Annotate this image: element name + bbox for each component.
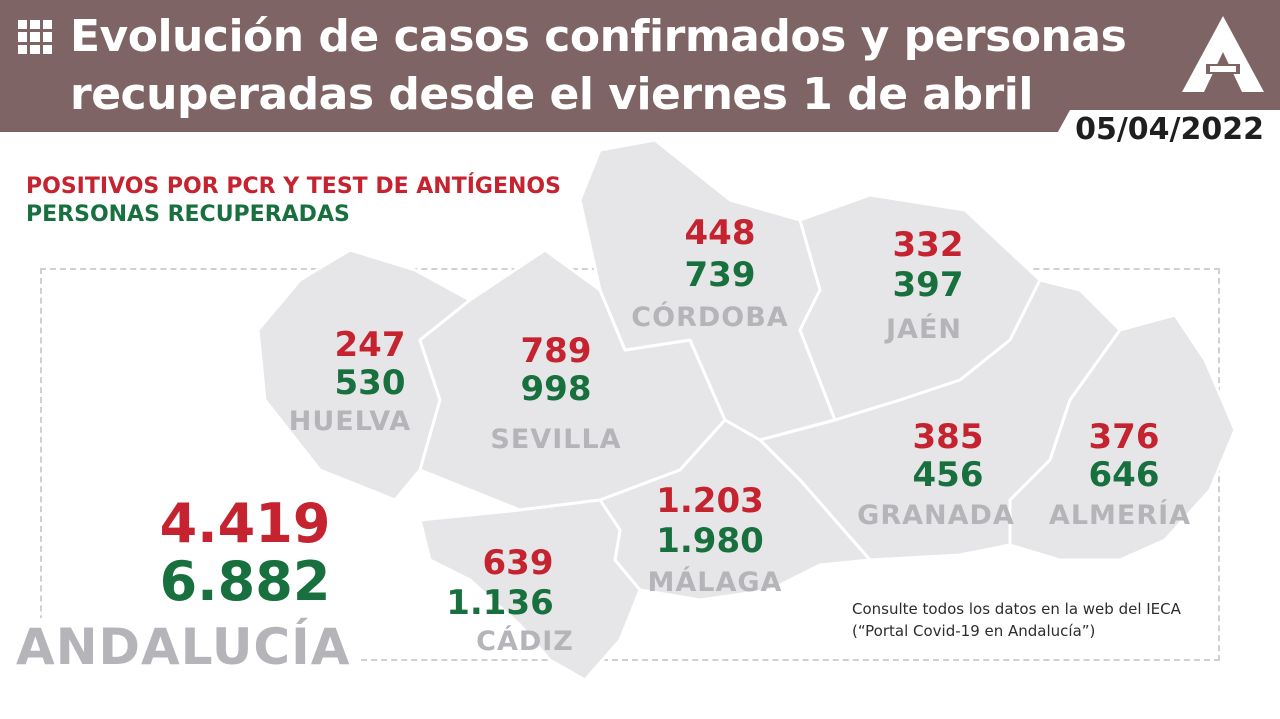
huelva-label: HUELVA bbox=[288, 406, 412, 437]
legend-positives: POSITIVOS POR PCR Y TEST DE ANTÍGENOS bbox=[26, 174, 561, 199]
sevilla-recovered: 998 bbox=[520, 369, 592, 409]
huelva-recovered: 530 bbox=[334, 363, 406, 403]
total-positives: 4.419 bbox=[159, 492, 331, 555]
jaen-label: JAÉN bbox=[886, 314, 962, 345]
jaen-recovered: 397 bbox=[892, 265, 964, 305]
legend-recovered: PERSONAS RECUPERADAS bbox=[26, 202, 350, 227]
almeria-label: ALMERÍA bbox=[1048, 500, 1192, 531]
junta-andalucia-logo-icon bbox=[1182, 16, 1264, 92]
malaga-label: MÁLAGA bbox=[647, 567, 783, 598]
malaga-positives: 1.203 bbox=[656, 481, 764, 521]
malaga-recovered: 1.980 bbox=[656, 521, 764, 561]
granada-label: GRANADA bbox=[857, 500, 1015, 531]
page-title: Evolución de casos confirmados y persona… bbox=[70, 11, 1127, 120]
granada-recovered: 456 bbox=[912, 455, 984, 495]
cadiz-label: CÁDIZ bbox=[476, 626, 574, 657]
total-recovered: 6.882 bbox=[159, 550, 331, 613]
sevilla-positives: 789 bbox=[520, 331, 592, 371]
sevilla-label: SEVILLA bbox=[490, 424, 622, 455]
report-date: 05/04/2022 bbox=[1075, 112, 1264, 147]
cadiz-recovered: 1.136 bbox=[446, 583, 554, 623]
total-label: ANDALUCÍA bbox=[16, 618, 359, 676]
huelva-positives: 247 bbox=[334, 325, 406, 365]
cordoba-recovered: 739 bbox=[684, 255, 756, 295]
jaen-positives: 332 bbox=[892, 225, 964, 265]
ieca-note: Consulte todos los datos en la web del I… bbox=[852, 598, 1212, 642]
grid-icon bbox=[18, 20, 52, 54]
province-cadiz bbox=[418, 498, 642, 682]
almeria-recovered: 646 bbox=[1088, 455, 1160, 495]
cordoba-label: CÓRDOBA bbox=[631, 302, 789, 333]
header-banner bbox=[0, 0, 1280, 132]
cordoba-positives: 448 bbox=[684, 213, 756, 253]
date-tab bbox=[1048, 110, 1280, 150]
granada-positives: 385 bbox=[912, 417, 984, 457]
cadiz-positives: 639 bbox=[482, 543, 554, 583]
province-almeria bbox=[1008, 313, 1237, 562]
almeria-positives: 376 bbox=[1088, 417, 1160, 457]
